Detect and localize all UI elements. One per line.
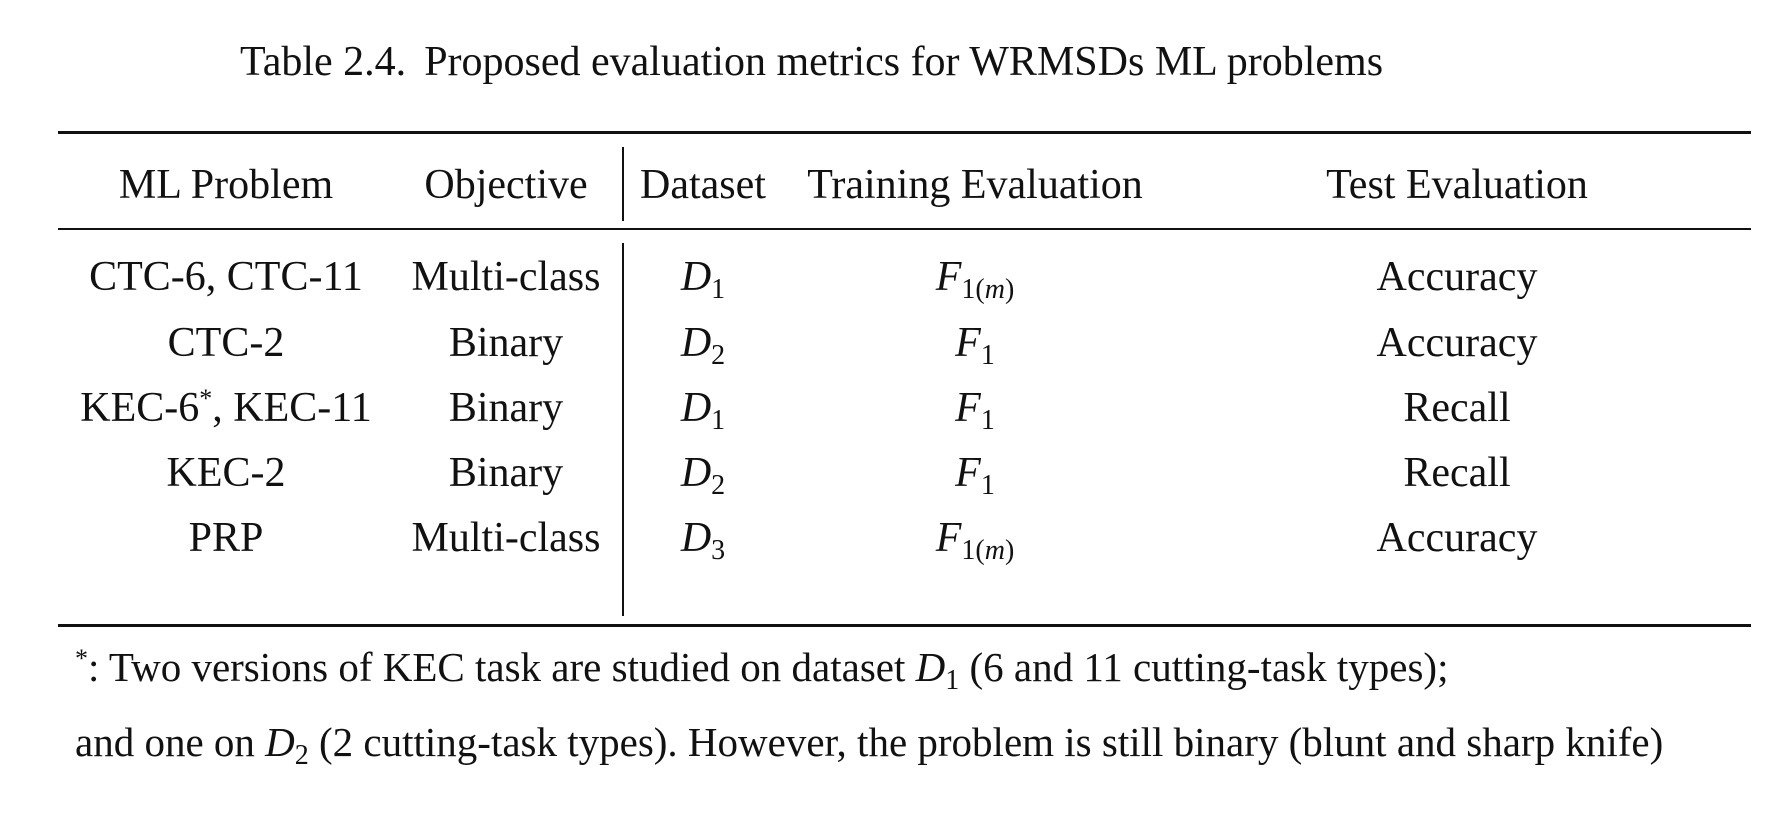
dataset-symbol: D [680, 515, 712, 561]
metric-sub-post: ) [1004, 535, 1015, 566]
metric-sub-pre: 1 [980, 405, 995, 436]
footnote-text-2b: (2 cutting-task types). However, the pro… [308, 719, 1664, 765]
problem-text: CTC-2 [167, 320, 285, 366]
metric-symbol: F [935, 515, 962, 561]
metric-sub-pre: 1 [980, 340, 995, 371]
cell-dataset: D3 [680, 513, 726, 566]
metric-symbol: F [955, 320, 981, 366]
dataset-index: 3 [711, 535, 726, 566]
metric-symbol: F [935, 254, 962, 300]
dataset-symbol: D [680, 385, 712, 431]
footnote-var-2: D [265, 719, 295, 765]
cell-objective: Binary [448, 320, 564, 366]
header-training-evaluation: Training Evaluation [807, 162, 1143, 208]
header-dataset: Dataset [640, 162, 766, 208]
footnote-text-1a: : Two versions of KEC task are studied o… [88, 644, 916, 690]
cell-training-evaluation: F1 [955, 383, 995, 436]
cell-dataset: D2 [680, 318, 726, 371]
problem-text: KEC-6 [80, 385, 200, 431]
table-caption: Table 2.4. Proposed evaluation metrics fo… [240, 38, 1383, 86]
top-rule [58, 131, 1751, 134]
cell-objective: Multi-class [411, 515, 601, 561]
footnote-line-2: and one on D2 (2 cutting-task types). Ho… [75, 717, 1664, 770]
metric-subscript: 1(m) [961, 535, 1014, 566]
metric-sub-post: ) [1004, 274, 1015, 305]
metric-symbol: F [955, 450, 981, 496]
metric-subscript: 1 [981, 470, 995, 501]
footnote-var-1: D [915, 644, 946, 690]
cell-training-evaluation: F1 [955, 318, 995, 371]
cell-ml-problem: CTC-2 [168, 318, 285, 368]
metric-sub-var: m [984, 274, 1005, 305]
header-ml-problem: ML Problem [118, 162, 334, 208]
metric-subscript: 1 [981, 405, 995, 436]
dataset-symbol: D [680, 254, 712, 300]
header-test-evaluation: Test Evaluation [1326, 162, 1588, 208]
cell-test-evaluation: Accuracy [1376, 254, 1538, 300]
cell-test-evaluation: Recall [1403, 450, 1511, 496]
cell-training-evaluation: F1 [955, 448, 995, 501]
cell-test-evaluation: Accuracy [1376, 320, 1538, 366]
bottom-rule [58, 624, 1751, 627]
body-column-divider [622, 243, 624, 616]
footnote-sub-1: 1 [945, 665, 960, 696]
metric-sub-var: m [984, 535, 1005, 566]
metric-subscript: 1 [981, 340, 995, 371]
dataset-index: 1 [711, 405, 726, 436]
cell-dataset: D1 [680, 383, 726, 436]
cell-dataset: D2 [680, 448, 726, 501]
footnote-dataset-d1: D1 [915, 644, 960, 695]
caption-label: Table 2.4. [240, 39, 407, 85]
footnote-line-1: *: Two versions of KEC task are studied … [75, 642, 1449, 695]
cell-training-evaluation: F1(m) [935, 513, 1015, 566]
cell-objective: Multi-class [411, 254, 601, 300]
cell-test-evaluation: Recall [1403, 385, 1511, 431]
cell-ml-problem: KEC-2 [167, 448, 286, 498]
footnote-sub-2: 2 [294, 740, 309, 771]
problem-text: PRP [188, 515, 264, 561]
cell-training-evaluation: F1(m) [935, 252, 1015, 305]
metric-symbol: F [955, 385, 981, 431]
dataset-index: 2 [711, 340, 726, 371]
footnote-text-1b: (6 and 11 cutting-task types); [959, 644, 1449, 690]
dataset-symbol: D [680, 450, 712, 496]
cell-dataset: D1 [680, 252, 726, 305]
metric-sub-pre: 1( [961, 274, 985, 305]
cell-ml-problem: PRP [189, 513, 264, 563]
metric-subscript: 1(m) [961, 274, 1014, 305]
problem-footnote-marker: * [199, 384, 213, 413]
dataset-index: 2 [711, 470, 726, 501]
header-column-divider [622, 147, 624, 221]
metric-sub-pre: 1 [980, 470, 995, 501]
footnote-text-2a: and one on [75, 719, 266, 765]
cell-objective: Binary [448, 385, 564, 431]
footnote-marker: * [75, 644, 88, 673]
header-rule [58, 228, 1751, 230]
cell-ml-problem: CTC-6, CTC-11 [89, 252, 363, 302]
caption-title: Proposed evaluation metrics for WRMSDs M… [424, 39, 1384, 85]
problem-text: KEC-2 [166, 450, 286, 496]
footnote-dataset-d2: D2 [265, 719, 309, 770]
cell-test-evaluation: Accuracy [1376, 515, 1538, 561]
problem-text: CTC-6, CTC-11 [89, 254, 363, 300]
cell-ml-problem: KEC-6*, KEC-11 [80, 383, 371, 433]
problem-text-rest: , KEC-11 [212, 385, 372, 431]
dataset-symbol: D [680, 320, 712, 366]
dataset-index: 1 [711, 274, 726, 305]
cell-objective: Binary [448, 450, 564, 496]
header-objective: Objective [424, 162, 588, 208]
metric-sub-pre: 1( [961, 535, 985, 566]
